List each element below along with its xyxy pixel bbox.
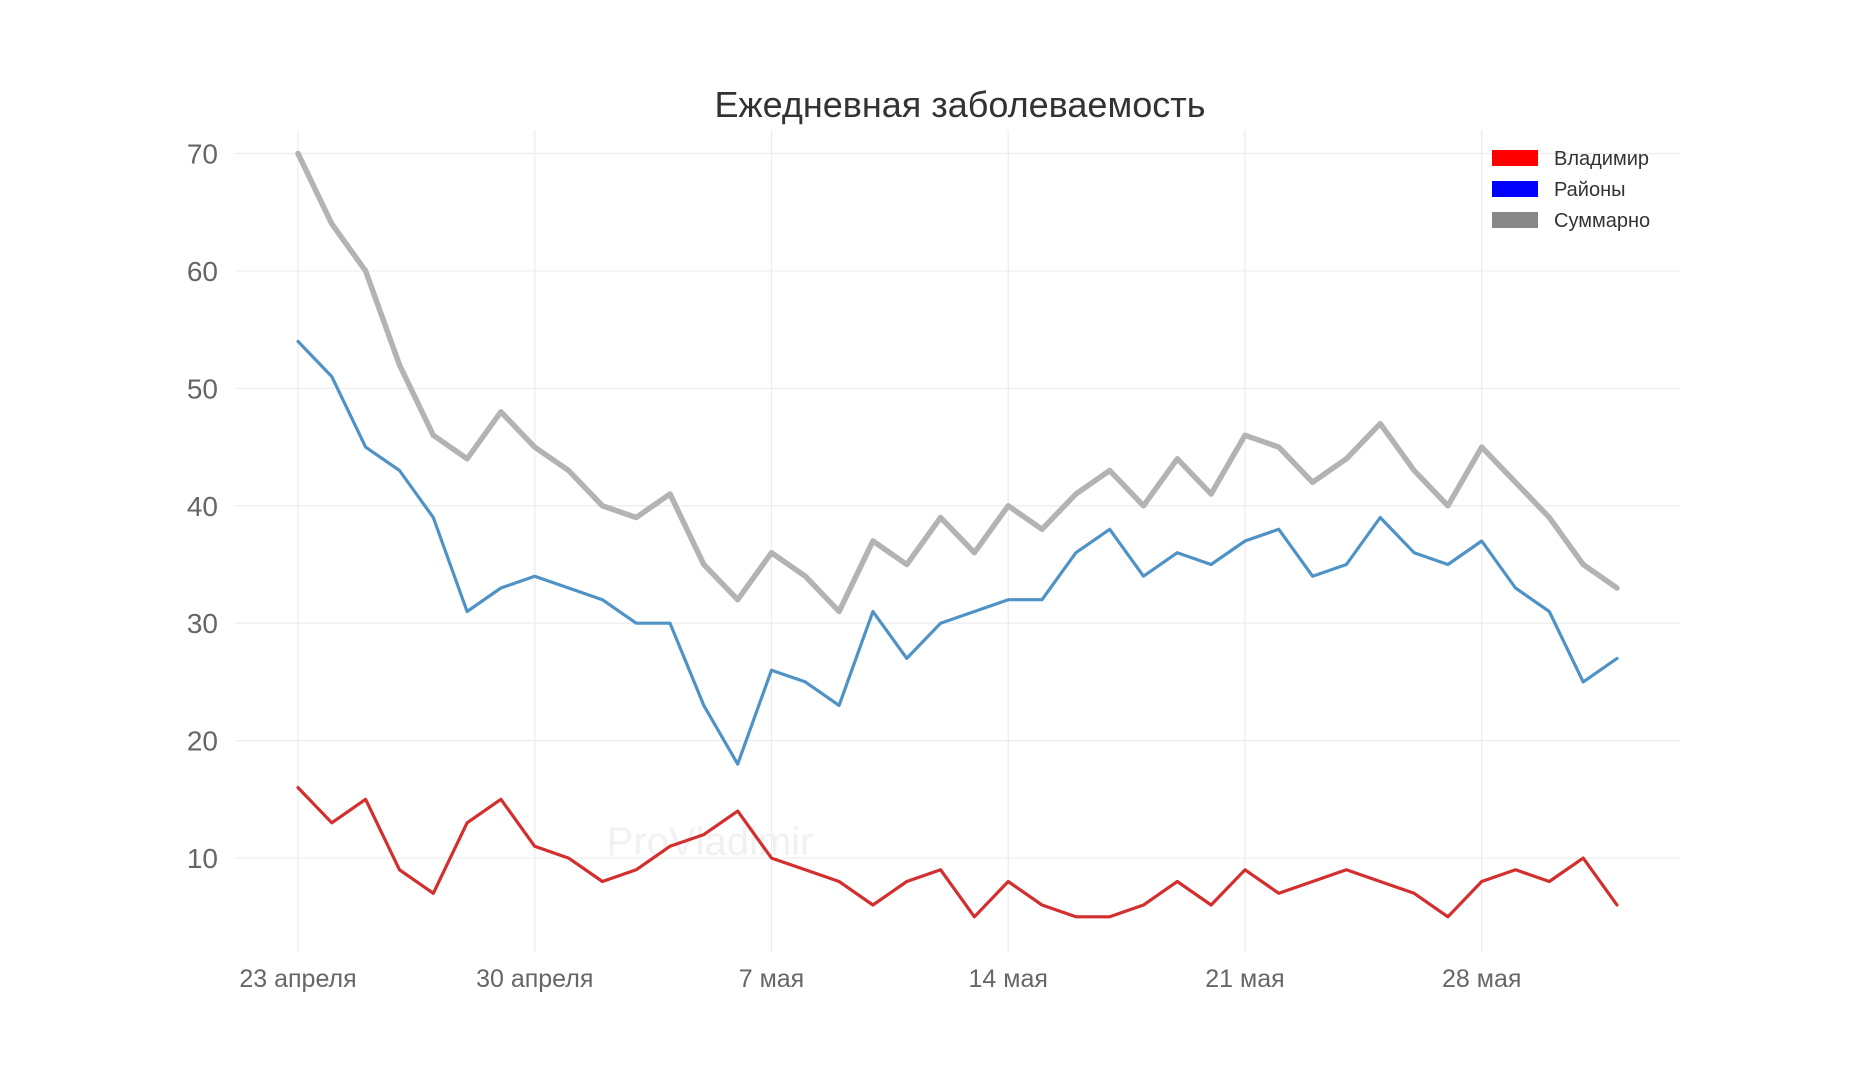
- y-tick-label: 10: [187, 843, 218, 874]
- y-tick-label: 70: [187, 138, 218, 169]
- x-tick-label: 23 апреля: [239, 965, 356, 993]
- y-tick-label: 20: [187, 726, 218, 757]
- legend-swatch: [1492, 181, 1538, 197]
- legend-label: Суммарно: [1554, 210, 1650, 232]
- y-tick-label: 50: [187, 373, 218, 404]
- x-tick-label: 21 мая: [1205, 965, 1284, 993]
- grid: [235, 130, 1680, 952]
- y-tick-label: 60: [187, 256, 218, 287]
- y-tick-label: 30: [187, 608, 218, 639]
- watermark: ProVladimir: [607, 820, 814, 864]
- legend-swatch: [1492, 212, 1538, 228]
- chart-title: Ежедневная заболеваемость: [715, 84, 1206, 125]
- legend-label: Владимир: [1554, 148, 1649, 170]
- series-line-2: [296, 339, 1619, 766]
- series-line-1: [295, 150, 1620, 615]
- x-tick-label: 30 апреля: [476, 965, 593, 993]
- x-tick-label: 14 мая: [969, 965, 1048, 993]
- series: [295, 150, 1620, 919]
- y-axis: 10 20 30 40 50 60 70: [187, 138, 218, 874]
- series-line-3: [296, 785, 1619, 919]
- x-tick-label: 7 мая: [739, 965, 804, 993]
- y-tick-label: 40: [187, 491, 218, 522]
- legend: Владимир Районы Суммарно: [1492, 148, 1650, 232]
- x-axis: 23 апреля 30 апреля 7 мая 14 мая 21 мая 28 ма…: [239, 965, 1521, 993]
- legend-swatch: [1492, 150, 1538, 166]
- legend-label: Районы: [1554, 179, 1626, 201]
- x-tick-label: 28 мая: [1442, 965, 1521, 993]
